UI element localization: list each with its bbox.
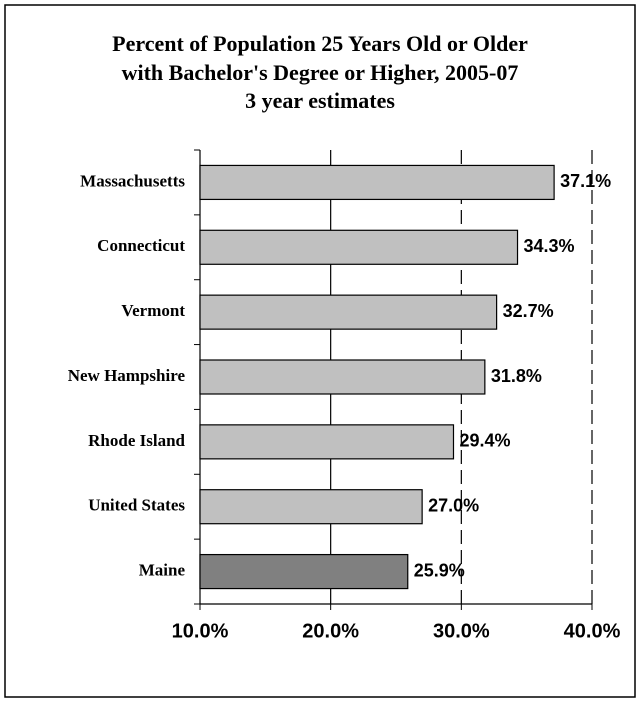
value-label: 27.0% [428, 495, 479, 515]
bar [199, 164, 555, 201]
value-label: 34.3% [524, 236, 575, 256]
y-tick-label: Rhode Island [88, 431, 185, 450]
y-tick-label: Maine [139, 560, 186, 579]
x-tick-label: 10.0% [172, 620, 229, 642]
bar [199, 424, 455, 460]
bar [199, 359, 486, 395]
bar [199, 229, 519, 265]
y-tick-label: New Hampshire [68, 366, 186, 385]
value-label: 37.1% [560, 171, 611, 191]
x-tick-label: 20.0% [302, 620, 359, 642]
y-tick-label: Vermont [121, 301, 185, 320]
value-label: 31.8% [491, 366, 542, 386]
x-tick-label: 40.0% [564, 620, 621, 642]
y-tick-label: Connecticut [97, 236, 185, 255]
x-tick-label: 30.0% [433, 620, 490, 642]
value-label: 32.7% [503, 301, 554, 321]
bar [199, 553, 409, 590]
y-tick-label: Massachusetts [80, 171, 185, 190]
bar [199, 294, 498, 330]
value-label: 29.4% [459, 431, 510, 451]
y-tick-label: United States [88, 496, 185, 515]
bar [199, 489, 423, 525]
chart-title: 3 year estimates [245, 88, 395, 113]
chart-title: Percent of Population 25 Years Old or Ol… [112, 31, 528, 56]
chart-title: with Bachelor's Degree or Higher, 2005-0… [122, 60, 519, 85]
value-label: 25.9% [414, 560, 465, 580]
